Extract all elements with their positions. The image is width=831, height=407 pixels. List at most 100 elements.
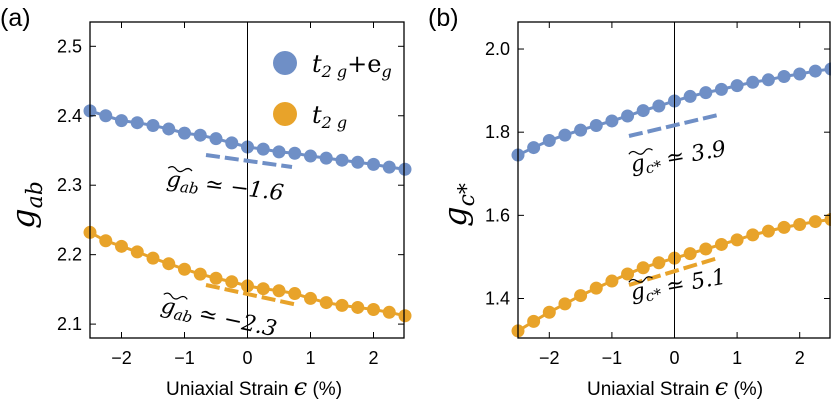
panel-b-point-t2g+eg — [527, 141, 541, 155]
panel-b-point-t2g+eg — [652, 99, 666, 113]
panel-a-xtick-label: 0 — [242, 348, 252, 368]
panel-b-point-t2g+eg — [699, 86, 713, 100]
panel-a-point-t2g+eg — [256, 142, 270, 156]
panel-b-point-t2g+eg — [621, 109, 635, 123]
panel-a-point-t2g+eg — [367, 157, 380, 171]
panel-a-point-t2g — [304, 291, 317, 305]
panel-a-point-t2g+eg — [178, 126, 191, 140]
panel-a-label: (a) — [0, 4, 31, 32]
panel-b-xtick-label: 0 — [669, 348, 679, 368]
panel-a-point-t2g+eg — [146, 118, 160, 132]
panel-a-point-t2g+eg — [115, 114, 128, 128]
panel-a-xtick-label: −2 — [111, 348, 132, 368]
panel-b-point-t2g+eg — [793, 67, 807, 81]
panel-a-point-t2g+eg — [130, 116, 144, 130]
panel-a-point-t2g+eg — [288, 146, 302, 160]
panel-a-point-t2g — [382, 305, 396, 319]
panel-a-point-t2g — [256, 282, 270, 296]
legend-marker-t2g — [273, 102, 297, 126]
panel-a-legend: t2 g+eg t2 g — [273, 50, 392, 132]
panel-b-ylabel-main: g — [436, 206, 474, 226]
panel-b-point-t2g+eg — [636, 104, 650, 118]
panel-b-point-t2g — [527, 314, 541, 328]
panel-a-point-t2g — [193, 267, 207, 281]
panel-a-xtick-label: 1 — [305, 348, 315, 368]
panel-b-point-t2g — [621, 267, 635, 281]
panel-a-point-t2g — [178, 262, 191, 276]
panel-a-point-t2g — [335, 298, 349, 312]
panel-a-slope-label-2: gab ≃ −2.3 — [159, 292, 279, 342]
panel-b-ytick-label: 2.0 — [485, 39, 510, 59]
panel-b-point-t2g — [730, 233, 744, 247]
panel-a-point-t2g — [398, 309, 412, 323]
panel-b-point-t2g — [808, 215, 822, 229]
panel-b-point-t2g+eg — [714, 82, 728, 96]
panel-a-point-t2g+eg — [335, 153, 349, 167]
panel-a-point-t2g+eg — [162, 122, 176, 136]
panel-b-slope-line-1 — [628, 113, 719, 138]
panel-b-point-t2g — [558, 297, 572, 311]
panel-b-series — [511, 62, 831, 338]
panel-a-ylabel-main: g — [4, 208, 42, 228]
svg-text:gc*≃ 3.9: gc*≃ 3.9 — [629, 137, 729, 180]
panel-a-point-t2g+eg — [193, 128, 207, 142]
panel-a-point-t2g+eg — [99, 109, 113, 123]
panel-b-slope-line-2 — [628, 256, 719, 287]
panel-b-point-t2g+eg — [746, 75, 760, 89]
panel-b-xtick-label: 2 — [795, 348, 805, 368]
panel-a-point-t2g+eg — [398, 162, 412, 176]
panel-a-point-t2g — [209, 271, 223, 285]
svg-text:gc*: gc* — [436, 183, 480, 227]
panel-a-point-t2g — [115, 239, 128, 253]
panel-b-point-t2g — [777, 220, 791, 234]
panel-b-point-t2g — [605, 274, 619, 288]
panel-a-point-t2g — [367, 303, 380, 317]
panel-a-frame — [89, 21, 405, 339]
panel-a-point-t2g+eg — [272, 145, 286, 159]
panel-a-point-t2g — [319, 296, 333, 310]
panel-a-slope-line-2 — [205, 283, 299, 307]
panel-b-point-t2g — [542, 305, 556, 319]
panel-b-ylabel-sub: c* — [455, 183, 480, 206]
panel-a-point-t2g — [99, 234, 113, 248]
svg-text:gab≃ −1.6: gab ≃ −1.6 — [165, 167, 285, 208]
panel-a-ytick-label: 2.2 — [57, 245, 82, 265]
panel-b-label: (b) — [428, 4, 459, 32]
panel-a-point-t2g+eg — [351, 155, 365, 169]
panel-b-point-t2g — [589, 281, 603, 295]
panel-a-point-t2g — [225, 275, 239, 289]
panel-a-point-t2g — [146, 251, 160, 265]
panel-a: (a) gab −2 −1 0 1 2 2.1 2.2 2.3 2.4 2.5 gab ≃ −1.6… — [0, 4, 412, 401]
panel-b-xlabel: Uniaxial Strain ϵ (%) — [587, 373, 763, 401]
panel-b-ticks: −2 −1 0 1 2 1.4 1.6 1.8 2.0 — [485, 22, 830, 368]
panel-b-point-t2g+eg — [761, 73, 775, 87]
panel-b-point-t2g+eg — [683, 89, 697, 103]
panel-a-xtick-label: 2 — [368, 348, 378, 368]
panel-b-ytick-label: 1.4 — [485, 289, 510, 309]
panel-b-point-t2g+eg — [808, 64, 822, 78]
panel-b-xtick-label: −2 — [539, 348, 560, 368]
panel-a-point-t2g+eg — [225, 136, 239, 150]
panel-a-ylabel: gab — [4, 181, 48, 229]
panel-b-ytick-label: 1.6 — [485, 205, 510, 225]
panel-b-xtick-label: 1 — [732, 348, 742, 368]
legend-label-t2g: t2 g — [312, 101, 347, 132]
panel-b-point-t2g — [683, 247, 697, 261]
svg-text:gab: gab — [4, 181, 48, 229]
panel-a-xlabel: Uniaxial Strain ϵ (%) — [166, 373, 342, 401]
panel-b-point-t2g+eg — [574, 123, 588, 137]
panel-a-ytick-label: 2.3 — [57, 175, 82, 195]
panel-b-point-t2g — [652, 256, 666, 270]
panel-b-point-t2g+eg — [730, 79, 744, 93]
panel-a-ytick-label: 2.4 — [57, 106, 82, 126]
panel-b-slope-label-1: gc*≃ 3.9 — [628, 137, 729, 180]
panel-b-point-t2g+eg — [558, 128, 572, 142]
panel-b-point-t2g — [714, 237, 728, 251]
panel-b-xtick-label: −1 — [602, 348, 623, 368]
panel-b-point-t2g — [699, 242, 713, 256]
panel-b-point-t2g+eg — [589, 119, 603, 133]
panel-a-point-t2g — [272, 284, 286, 298]
panel-a-point-t2g+eg — [319, 151, 333, 165]
panel-a-point-t2g+eg — [382, 160, 396, 174]
